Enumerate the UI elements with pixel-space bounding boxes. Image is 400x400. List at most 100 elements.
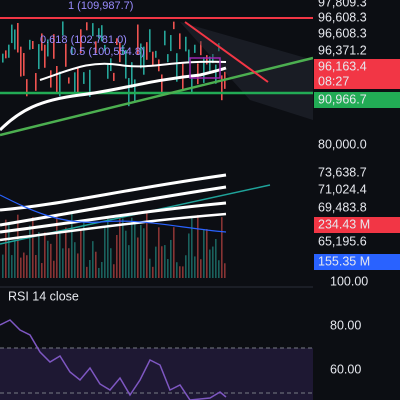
volume-bar — [173, 227, 175, 278]
rsi-axis-label: 80.00 — [330, 318, 361, 332]
volume-bar — [224, 263, 226, 278]
volume-bar — [35, 255, 37, 278]
volume-bar — [131, 217, 133, 278]
candle — [152, 51, 154, 66]
volume-bar — [212, 246, 214, 278]
candle — [104, 44, 106, 52]
candle — [137, 24, 139, 55]
candle — [191, 76, 193, 93]
candle — [50, 70, 52, 88]
volume-bar — [134, 222, 136, 278]
candle — [14, 29, 16, 50]
volume-bar — [68, 248, 70, 278]
candle — [131, 62, 133, 88]
trend-line — [0, 56, 314, 137]
candle — [35, 73, 37, 91]
ma-line — [0, 185, 227, 227]
candle — [56, 65, 58, 94]
volume-bar — [62, 248, 64, 278]
candle — [86, 22, 88, 31]
candle — [65, 43, 67, 67]
candle — [119, 42, 121, 63]
volume-bar — [170, 239, 172, 278]
candle — [38, 44, 40, 70]
candle — [44, 44, 46, 68]
candle — [170, 35, 172, 52]
volume-bar — [44, 232, 46, 278]
candle — [155, 50, 157, 58]
volume-bar — [11, 255, 13, 278]
axis-label: 96,608.3 — [318, 26, 367, 40]
last-price-badge — [314, 59, 400, 89]
volume-bar — [104, 226, 106, 278]
rsi-band — [0, 348, 318, 400]
candle — [194, 44, 196, 53]
volume-bar — [149, 258, 151, 278]
volume: 234.43 M — [318, 217, 370, 231]
rsi-line — [0, 319, 227, 400]
volume-bar — [41, 263, 43, 278]
volume-bar — [209, 249, 211, 278]
candle — [134, 79, 136, 102]
volume-bar — [146, 213, 148, 278]
volume-bar — [107, 216, 109, 278]
ma-line — [0, 173, 227, 212]
volume-bar — [122, 218, 124, 278]
candle — [200, 41, 202, 56]
volume-bar — [143, 228, 145, 278]
volume-bar — [155, 246, 157, 278]
volume-bar — [218, 260, 220, 278]
candle — [62, 21, 64, 36]
candle — [74, 72, 76, 94]
volume-bar — [194, 256, 196, 278]
axis-label: 97,809.3 — [318, 0, 367, 9]
candle — [47, 39, 49, 57]
axis-label: 65,195.6 — [318, 234, 367, 248]
candle — [188, 49, 190, 62]
volume-bar — [125, 230, 127, 278]
volume-bar — [89, 259, 91, 278]
volume-bar — [59, 232, 61, 278]
candle — [161, 74, 163, 96]
box — [189, 57, 221, 79]
volume-bar — [137, 237, 139, 278]
candle — [77, 67, 79, 96]
candle — [221, 75, 223, 101]
volume-bar — [56, 214, 58, 278]
volume-bar — [86, 266, 88, 278]
volume-bar — [53, 260, 55, 278]
shade — [180, 22, 313, 120]
volume-bar — [77, 253, 79, 278]
axis-label: 73,638.7 — [318, 165, 367, 179]
candle — [116, 38, 118, 45]
volume-bar — [2, 254, 4, 278]
candle — [206, 55, 208, 65]
volume-badge — [314, 217, 400, 233]
candle — [140, 43, 142, 69]
fib-label: 0.618 (102,781.0) — [40, 34, 127, 46]
candle — [185, 36, 187, 52]
volume-bar — [26, 255, 28, 278]
down-trend — [184, 21, 269, 83]
volume-bar — [119, 218, 121, 278]
candle — [113, 72, 115, 81]
volume-bar — [206, 229, 208, 278]
candle — [2, 53, 4, 63]
axis-label: 69,483.8 — [318, 200, 367, 214]
volume-bar — [113, 264, 115, 278]
volume-bar — [23, 252, 25, 278]
candle — [167, 54, 169, 63]
volume-bar — [164, 245, 166, 278]
candle — [17, 23, 19, 53]
ma-line — [0, 66, 227, 132]
volume-bar — [101, 262, 103, 278]
volume-bar — [74, 242, 76, 278]
candle — [59, 71, 61, 97]
volume-bar — [140, 224, 142, 278]
candle — [92, 23, 94, 37]
candle — [107, 64, 109, 79]
volume-bar — [179, 266, 181, 278]
volume-bar — [5, 219, 7, 278]
candle — [29, 39, 31, 50]
